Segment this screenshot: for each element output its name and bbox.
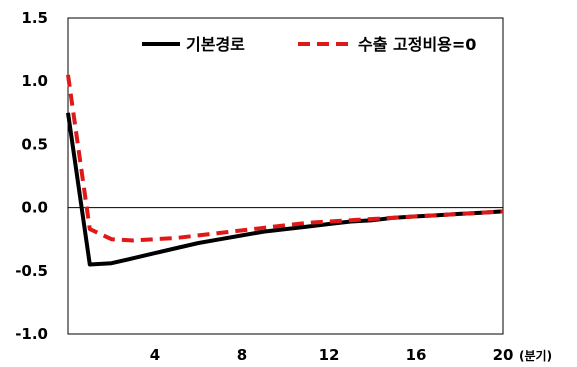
plot-frame: [67, 17, 504, 335]
data-point-series-1: [284, 228, 287, 231]
y-tick-label: -0.5: [15, 262, 48, 280]
x-tick-label: 8: [237, 346, 247, 364]
data-point-series-2: [197, 234, 200, 237]
data-point-series-1: [67, 111, 70, 114]
y-tick-label: -1.0: [15, 325, 48, 343]
data-point-series-2: [110, 238, 113, 241]
data-point-series-1: [110, 262, 113, 265]
data-point-series-2: [328, 220, 331, 223]
data-point-series-1: [219, 238, 222, 241]
data-point-series-2: [480, 211, 483, 214]
data-point-series-2: [371, 217, 374, 220]
y-tick-label: 1.5: [21, 9, 48, 27]
data-point-series-2: [393, 216, 396, 219]
data-point-series-2: [284, 224, 287, 227]
y-tick-label: 1.0: [21, 72, 48, 90]
data-point-series-1: [88, 263, 91, 266]
x-tick-label: 20: [493, 346, 514, 364]
data-point-series-1: [262, 230, 265, 233]
y-tick-label: 0.5: [21, 135, 48, 153]
data-point-series-2: [458, 212, 461, 215]
data-point-series-2: [262, 226, 265, 229]
x-unit-label: (분기): [519, 348, 552, 363]
data-point-series-2: [154, 238, 157, 241]
data-point-series-2: [415, 215, 418, 218]
data-point-series-2: [132, 239, 135, 242]
data-point-series-1: [241, 234, 244, 237]
data-point-series-2: [436, 214, 439, 217]
data-point-series-2: [502, 210, 505, 213]
data-point-series-1: [197, 241, 200, 244]
x-tick-label: 16: [406, 346, 427, 364]
legend-label-2: 수출 고정비용=0: [358, 35, 476, 54]
data-point-series-1: [306, 225, 309, 228]
data-point-series-1: [175, 247, 178, 250]
data-point-series-2: [67, 73, 70, 76]
data-point-series-2: [219, 231, 222, 234]
data-point-series-1: [132, 257, 135, 260]
data-point-series-2: [88, 228, 91, 231]
data-point-series-2: [306, 221, 309, 224]
data-point-series-1: [154, 252, 157, 255]
x-tick-label: 4: [150, 346, 160, 364]
data-point-series-2: [241, 229, 244, 232]
y-tick-label: 0.0: [21, 199, 48, 217]
data-point-series-2: [175, 236, 178, 239]
data-point-series-2: [349, 219, 352, 222]
series-line-2: [66, 74, 504, 243]
x-tick-label: 12: [319, 346, 340, 364]
legend-label-1: 기본경로: [186, 35, 245, 54]
